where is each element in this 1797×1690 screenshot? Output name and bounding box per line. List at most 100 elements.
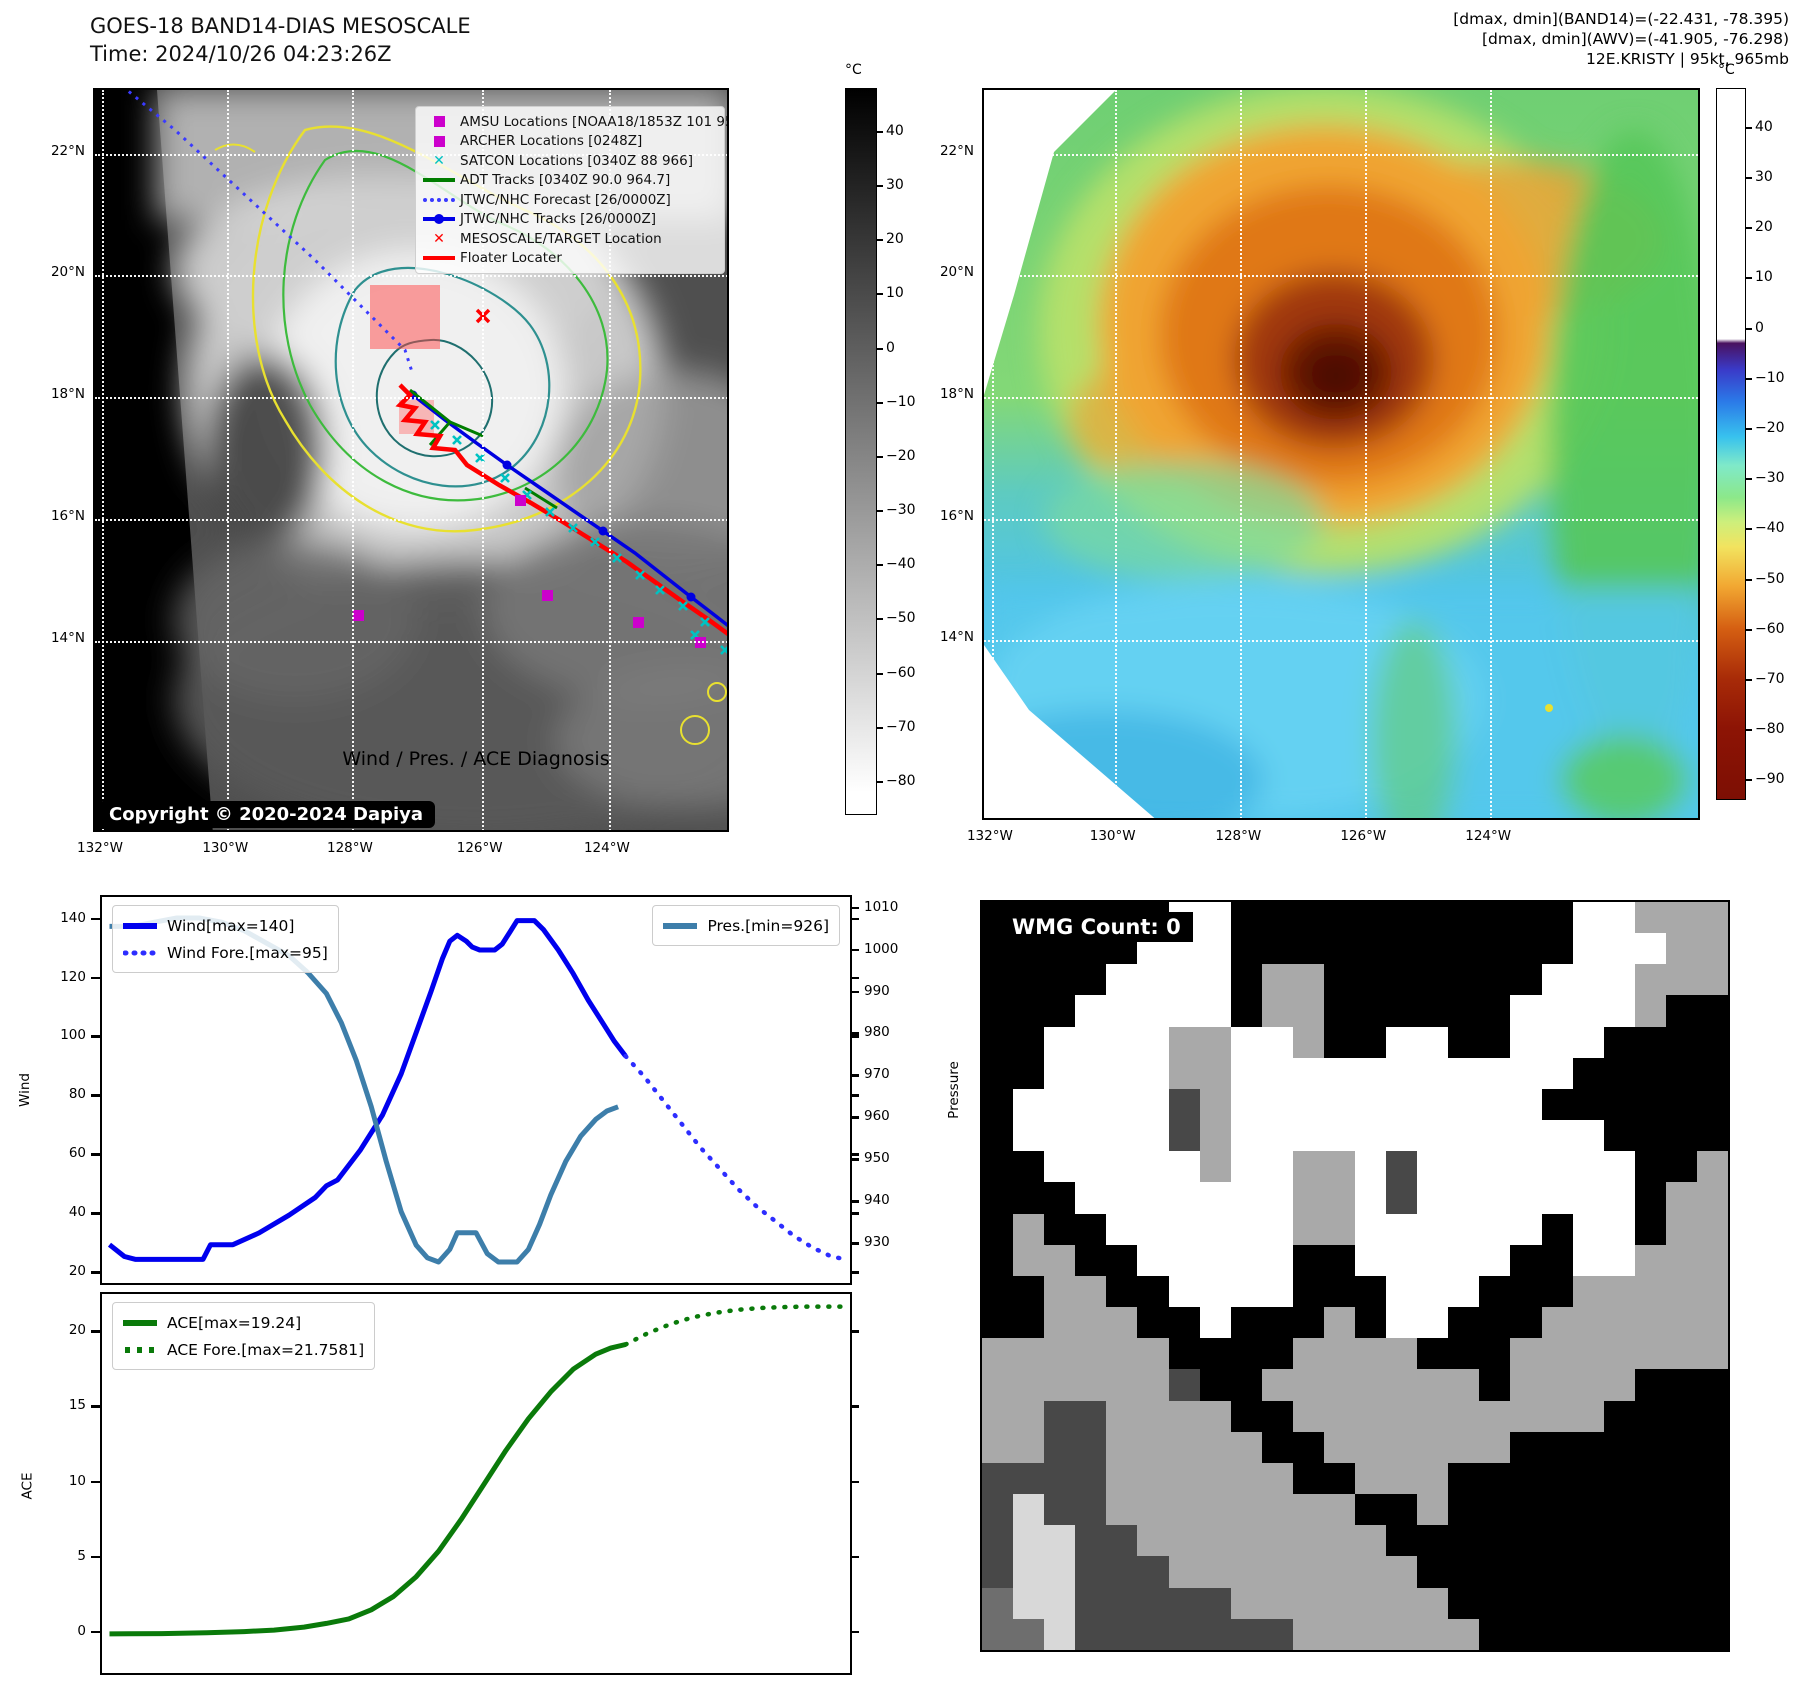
wmg-cell [1448, 1525, 1480, 1557]
longitude-tick-label: 128°W [327, 840, 373, 856]
wmg-cell [1541, 1400, 1573, 1432]
wmg-cell [1013, 995, 1045, 1027]
wmg-count-label: WMG Count: 0 [1000, 912, 1193, 942]
y-axis-tick-right [850, 1271, 859, 1274]
wmg-cell [1323, 1338, 1355, 1370]
wmg-cell [1634, 1556, 1666, 1588]
wmg-cell [1261, 1618, 1293, 1650]
latitude-gridline [95, 275, 727, 278]
wmg-cell [1013, 1213, 1045, 1245]
wmg-cell [1075, 1494, 1107, 1526]
wmg-cell [1696, 1338, 1728, 1370]
wmg-cell [1665, 1151, 1697, 1183]
wmg-cell [1261, 1369, 1293, 1401]
wmg-cell [1137, 1494, 1169, 1526]
wmg-cell [1137, 1275, 1169, 1308]
wmg-cell [1603, 902, 1635, 934]
latitude-gridline [95, 519, 727, 522]
wmg-cell [1603, 1369, 1635, 1401]
wmg-cell [1230, 1400, 1262, 1432]
band14-legend: AMSU Locations [NOAA18/1853Z 101 958] ARC… [415, 106, 727, 274]
wmg-cell [1075, 1088, 1107, 1121]
wmg-cell [1292, 995, 1324, 1027]
wmg-cell [1572, 1120, 1604, 1152]
wmg-cell [1603, 1307, 1635, 1339]
wmg-cell [1603, 1182, 1635, 1214]
wmg-cell [982, 1244, 1014, 1276]
wmg-cell [1013, 1057, 1045, 1089]
wmg-cell [1075, 1462, 1107, 1495]
y-axis-tick-right [850, 1153, 859, 1156]
line-marker-icon [418, 256, 460, 261]
wmg-cell [1323, 1026, 1355, 1058]
longitude-tick-label: 128°W [1215, 828, 1262, 844]
wmg-cell [1013, 1400, 1045, 1432]
wmg-cell [1292, 1213, 1324, 1245]
legend-row: ARCHER Locations [0248Z] [418, 132, 720, 152]
longitude-gridline [1490, 90, 1493, 818]
legend-label: ADT Tracks [0340Z 90.0 964.7] [460, 172, 671, 189]
wmg-cell [1665, 1120, 1697, 1152]
wmg-cell [1230, 1494, 1262, 1526]
wmg-cell [1292, 1057, 1324, 1089]
wmg-cell [1448, 1182, 1480, 1214]
wmg-cell [1417, 1587, 1449, 1619]
wmg-cell [1572, 1400, 1604, 1432]
band14-title: GOES-18 BAND14-DIAS MESOSCALE [90, 14, 471, 38]
wmg-cell [1665, 902, 1697, 934]
wmg-cell [1541, 1618, 1573, 1650]
pressure-axis-tick-label: 950 [864, 1150, 890, 1167]
wmg-cell [1013, 1182, 1045, 1214]
legend-label: AMSU Locations [NOAA18/1853Z 101 958] [460, 113, 729, 130]
wmg-cell [1137, 1369, 1169, 1401]
wmg-cell [1261, 1307, 1293, 1339]
y-axis-tick [91, 1330, 100, 1333]
wmg-cell [982, 1400, 1014, 1432]
wmg-cell [1510, 1151, 1542, 1183]
wmg-cell [1448, 995, 1480, 1027]
wmg-cell [1292, 1151, 1324, 1183]
wmg-cell [1541, 1587, 1573, 1619]
wmg-cell [1355, 995, 1387, 1027]
wmg-cell [1572, 1244, 1604, 1276]
wmg-cell [1044, 1587, 1076, 1619]
wmg-cell [1355, 1088, 1387, 1121]
wmg-cell [1106, 1057, 1138, 1089]
wmg-cell [982, 1275, 1014, 1308]
wmg-cell [1199, 1213, 1231, 1245]
x-marker-icon: ✕ [418, 154, 460, 168]
wmg-cell [1417, 1369, 1449, 1401]
wmg-cell [1603, 1556, 1635, 1588]
wmg-cell [1634, 1525, 1666, 1557]
wmg-cell [1634, 1587, 1666, 1619]
latitude-tick-label: 20°N [939, 264, 974, 281]
wmg-cell [1634, 1151, 1666, 1183]
wmg-cell [1106, 1338, 1138, 1370]
wmg-cell [1044, 1088, 1076, 1121]
colorbar-tick-label: −20 [1755, 420, 1785, 437]
y-axis-tick-label: 20 [68, 1322, 86, 1339]
wmg-cell [1572, 1525, 1604, 1557]
pressure-axis-tick [850, 990, 859, 993]
wmg-cell [1137, 1462, 1169, 1495]
wmg-cell [1261, 1088, 1293, 1121]
wmg-cell [1479, 1462, 1511, 1495]
wmg-cell [1634, 1213, 1666, 1245]
wmg-cell [1137, 1151, 1169, 1183]
wmg-cell [1199, 1182, 1231, 1214]
pressure-axis-tick-label: 1010 [864, 898, 899, 915]
longitude-gridline [101, 90, 104, 830]
wmg-cell [1386, 1120, 1418, 1152]
dmax-dmin-band14: [dmax, dmin](BAND14)=(-22.431, -78.395) [1453, 10, 1789, 28]
wmg-cell [1448, 902, 1480, 934]
wmg-cell [1696, 1088, 1728, 1121]
line-marker-icon [418, 178, 460, 183]
wmg-cell [1075, 1525, 1107, 1557]
wmg-cell [1013, 1120, 1045, 1152]
square-marker-icon [418, 135, 460, 147]
wmg-cell [1417, 1275, 1449, 1308]
wmg-cell [1292, 1307, 1324, 1339]
wmg-cell [1386, 1369, 1418, 1401]
wmg-cell [1292, 1618, 1324, 1650]
wmg-cell [1075, 964, 1107, 996]
